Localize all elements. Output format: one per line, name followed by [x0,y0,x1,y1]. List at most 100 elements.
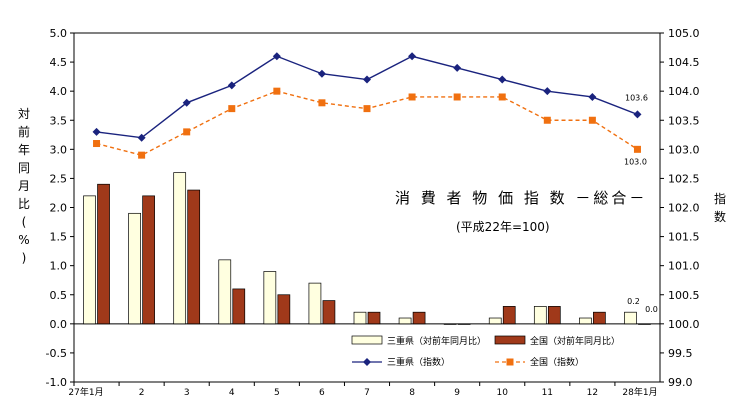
left-axis-label-char: 同 [18,161,30,175]
lines-layer [92,52,642,159]
right-axis-label-char: 指 [714,191,726,206]
line-mie-index [96,55,638,139]
data-label-mie-yoy-last: 0.2 [627,297,640,306]
bar-mie-yoy [308,282,322,325]
marker-national-index [228,105,236,113]
x-tick-label: 2 [139,388,145,398]
bars-layer [83,172,651,325]
right-tick-label: 102.0 [668,202,700,215]
right-tick-label: 102.5 [668,172,700,185]
marker-mie-index [182,98,191,107]
marker-national-index [318,99,326,107]
left-tick-label: 0.5 [50,289,68,302]
legend-label: 三重県（対前年同月比） [387,335,486,347]
x-tick-label: 12 [587,388,598,398]
bar-mie-yoy [443,323,457,325]
bar-mie-yoy [353,311,367,325]
legend-marker [506,358,514,366]
left-axis-label-char: 比 [18,197,30,211]
bar-national-yoy [593,311,606,325]
marker-national-index [138,151,146,159]
bar-national-yoy [457,323,471,325]
marker-mie-index [408,52,417,61]
marker-national-index [543,116,551,124]
marker-national-index [408,93,416,101]
legend-swatch [494,335,526,345]
right-axis-label-char: 数 [714,209,726,224]
bar-mie-yoy [579,317,592,325]
marker-national-index [363,105,371,113]
bar-mie-yoy [533,306,547,325]
marker-mie-index [498,75,507,84]
bar-national-yoy [547,306,561,325]
right-tick-label: 99.5 [668,347,693,360]
marker-national-index [588,116,596,124]
bar-national-yoy [232,288,246,325]
legend-marker [363,358,371,366]
legend-swatch [351,335,383,345]
marker-national-index [453,93,461,101]
marker-mie-index [227,81,236,90]
marker-mie-index [543,87,552,96]
x-tick-label: 9 [454,388,460,398]
data-label-national-index-last: 103.0 [624,157,647,166]
axes-layer: -1.0 -0.5 0.0 0.5 1.0 1.5 2.0 2.5 3.0 3.5 4.0 4.5 5.… [18,27,726,398]
marker-mie-index [92,127,101,136]
marker-national-index [93,140,101,148]
labels-layer: 0.2 0.0 103.6 103.0 [624,93,658,313]
bar-mie-yoy [218,259,232,325]
chart-title: 消 費 者 物 価 指 数 －総合－ [395,189,647,207]
chart-subtitle: (平成22年=100) [456,220,550,234]
left-tick-label: 2.0 [50,202,68,215]
left-tick-label: -0.5 [46,347,67,360]
left-axis-label-char: % [18,233,29,247]
bar-national-yoy [322,300,336,325]
plot-frame [73,32,661,383]
bar-mie-yoy [173,172,187,325]
bar-mie-yoy [83,195,96,325]
bar-national-yoy [187,189,201,325]
left-tick-label: 1.0 [50,260,68,273]
x-tick-label: 10 [497,388,509,398]
bar-national-yoy [412,311,426,325]
bar-national-yoy [277,294,291,325]
legend: 三重県（対前年同月比） 全国（対前年同月比） 三重県（指数） 全国（指数） [351,335,620,368]
left-tick-label: 3.5 [50,114,68,127]
bar-mie-yoy [488,317,502,325]
right-tick-label: 100.5 [668,289,700,302]
right-tick-label: 104.5 [668,56,700,69]
marker-national-index [498,93,506,101]
bar-national-yoy [142,195,155,325]
right-tick-label: 103.5 [668,114,700,127]
marker-mie-index [453,63,462,72]
bar-national-yoy [502,306,516,325]
bar-national-yoy [97,183,110,325]
x-tick-label: 28年1月 [622,386,657,398]
bar-national-yoy [367,311,381,325]
left-tick-label: -1.0 [46,376,67,389]
marker-mie-index [272,52,281,61]
x-tick-label: 3 [184,388,190,398]
x-tick-label: 11 [542,388,553,398]
marker-national-index [183,128,191,136]
x-tick-label: 7 [364,388,370,398]
data-label-national-yoy-last: 0.0 [645,305,658,314]
bar-mie-yoy [398,317,412,325]
left-tick-label: 3.0 [50,143,68,156]
left-tick-label: 0.0 [50,318,68,331]
left-axis-label-char: ( [22,215,27,229]
marker-national-index [633,145,641,153]
left-axis-label-char: 対 [18,107,30,121]
x-tick-label: 4 [229,388,235,398]
bar-national-yoy [638,323,651,325]
bar-mie-yoy [263,271,277,325]
marker-mie-index [633,110,642,119]
marker-mie-index [363,75,371,84]
line-national-index [96,90,638,156]
right-tick-label: 100.0 [668,318,700,331]
right-tick-label: 104.0 [668,85,700,98]
marker-national-index [273,87,281,95]
left-axis-label-char: 年 [18,143,30,157]
x-tick-label: 6 [319,388,325,398]
